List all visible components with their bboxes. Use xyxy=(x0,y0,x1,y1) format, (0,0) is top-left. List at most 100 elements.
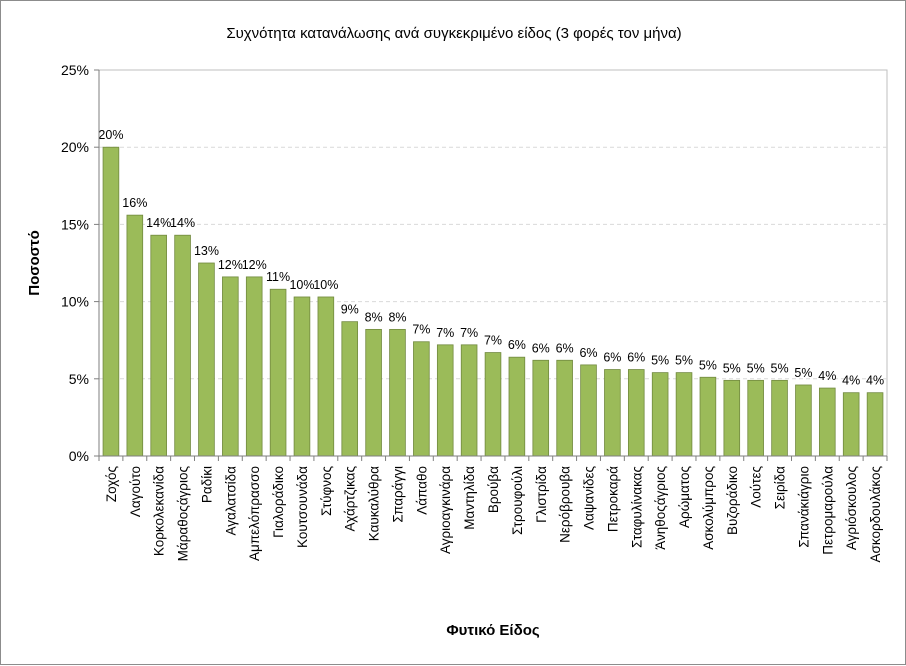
bar xyxy=(341,321,359,457)
bar xyxy=(699,376,717,457)
bar xyxy=(675,372,693,457)
bar xyxy=(771,379,788,457)
data-label: 6% xyxy=(579,346,597,360)
y-tick-label: 0% xyxy=(69,448,89,464)
data-label: 8% xyxy=(388,310,406,324)
data-label: 6% xyxy=(627,351,645,365)
x-tick-label: Ασκορδουλάκος xyxy=(868,466,883,563)
data-label: 5% xyxy=(651,354,669,368)
bar xyxy=(174,234,191,457)
x-tick-label: Γιαλοράδικο xyxy=(271,466,286,538)
data-label: 5% xyxy=(675,354,693,368)
bar xyxy=(126,214,144,457)
bar xyxy=(436,344,454,457)
bar xyxy=(317,296,335,457)
bar xyxy=(532,359,550,457)
data-label: 6% xyxy=(508,338,526,352)
data-label: 8% xyxy=(365,310,383,324)
data-label: 20% xyxy=(98,128,123,142)
x-tick-label: Άνηθοςάγριος xyxy=(653,466,668,550)
data-label: 12% xyxy=(218,258,243,272)
data-label: 10% xyxy=(313,278,338,292)
x-tick-label: Κορκολεκανίδα xyxy=(152,466,167,556)
bar xyxy=(580,364,597,457)
bar xyxy=(747,379,764,457)
x-tick-label: Πετρομαρούλα xyxy=(820,466,835,555)
x-tick-label: Λούτες xyxy=(749,466,764,508)
data-label: 5% xyxy=(723,361,741,375)
x-tick-label: Μάραθοςάγριος xyxy=(176,466,191,562)
bar xyxy=(413,341,430,457)
data-label: 7% xyxy=(484,334,502,348)
y-tick-label: 25% xyxy=(61,62,89,78)
bar xyxy=(484,352,502,457)
x-tick-label: Ραδίκι xyxy=(199,466,214,503)
x-tick-label: Βρούβα xyxy=(486,466,501,513)
y-axis-label: Ποσοστό xyxy=(26,230,43,296)
x-tick-label: Λαψανίδες xyxy=(582,466,597,531)
y-axis-ticks: 0% 5% 10% 15% 20% 25% xyxy=(61,62,99,464)
bar xyxy=(627,369,645,457)
bar xyxy=(102,146,120,457)
bar xyxy=(651,372,669,457)
x-tick-label: Λάπαθο xyxy=(414,466,429,515)
x-tick-label: Γλιστρίδα xyxy=(534,466,549,523)
x-tick-label: Ζοχός xyxy=(104,466,119,503)
x-tick-label: Σειρίδα xyxy=(773,466,788,510)
x-tick-label: Μαντηλίδα xyxy=(462,466,477,530)
bar xyxy=(508,356,526,457)
x-tick-label: Αγριόσκουλος xyxy=(844,466,859,551)
x-axis-ticks: Ζοχός Λαγούτο Κορκολεκανίδα Μάραθοςάγριος Ρα… xyxy=(98,456,888,563)
bar xyxy=(795,384,812,457)
y-tick-label: 5% xyxy=(69,371,89,387)
data-label: 6% xyxy=(603,351,621,365)
data-label: 16% xyxy=(122,196,147,210)
data-label: 13% xyxy=(194,244,219,258)
bar xyxy=(866,392,884,457)
bar xyxy=(269,288,287,457)
data-label: 5% xyxy=(747,361,765,375)
data-label: 6% xyxy=(532,341,550,355)
bar xyxy=(556,359,573,457)
data-label: 10% xyxy=(289,278,314,292)
bar xyxy=(198,262,215,457)
x-tick-label: Σπανάκιάγριο xyxy=(796,466,811,548)
x-tick-label: Αγαλατσίδα xyxy=(223,466,238,536)
bar xyxy=(723,379,741,457)
x-tick-label: Νερόβρουβα xyxy=(558,466,573,543)
bar xyxy=(460,344,478,457)
data-label: 6% xyxy=(556,341,574,355)
bar xyxy=(604,369,621,457)
data-label: 7% xyxy=(436,326,454,340)
x-tick-label: Αμπελόπρασσο xyxy=(247,466,262,561)
bar xyxy=(842,392,860,457)
data-label: 5% xyxy=(771,361,789,375)
bar xyxy=(293,296,311,457)
x-tick-label: Βυζοράδικο xyxy=(725,466,740,535)
x-tick-label: Σταφυλίνακας xyxy=(629,466,644,548)
data-label: 4% xyxy=(866,374,884,388)
x-tick-label: Στρουφούλι xyxy=(510,466,525,535)
x-tick-label: Ασκολύμπρος xyxy=(701,466,716,550)
x-tick-label: Σπαράγγι xyxy=(390,466,405,523)
data-label: 4% xyxy=(842,374,860,388)
x-tick-label: Αγριοαγκινάρα xyxy=(438,466,453,554)
y-tick-label: 20% xyxy=(61,139,89,155)
data-label: 7% xyxy=(412,323,430,337)
data-label: 7% xyxy=(460,326,478,340)
x-axis-label: Φυτικό Είδος xyxy=(446,622,540,639)
bar xyxy=(222,276,239,457)
data-label: 14% xyxy=(146,216,171,230)
data-label: 5% xyxy=(794,366,812,380)
data-label: 9% xyxy=(341,303,359,317)
y-tick-label: 10% xyxy=(61,294,89,310)
x-tick-label: Αρώματος xyxy=(677,466,692,528)
data-label: 4% xyxy=(818,369,836,383)
bar xyxy=(819,387,836,457)
y-tick-label: 15% xyxy=(61,216,89,232)
x-tick-label: Πετροκαρά xyxy=(605,466,620,532)
x-tick-label: Αχάρτζικας xyxy=(343,466,358,532)
data-label: 14% xyxy=(170,216,195,230)
